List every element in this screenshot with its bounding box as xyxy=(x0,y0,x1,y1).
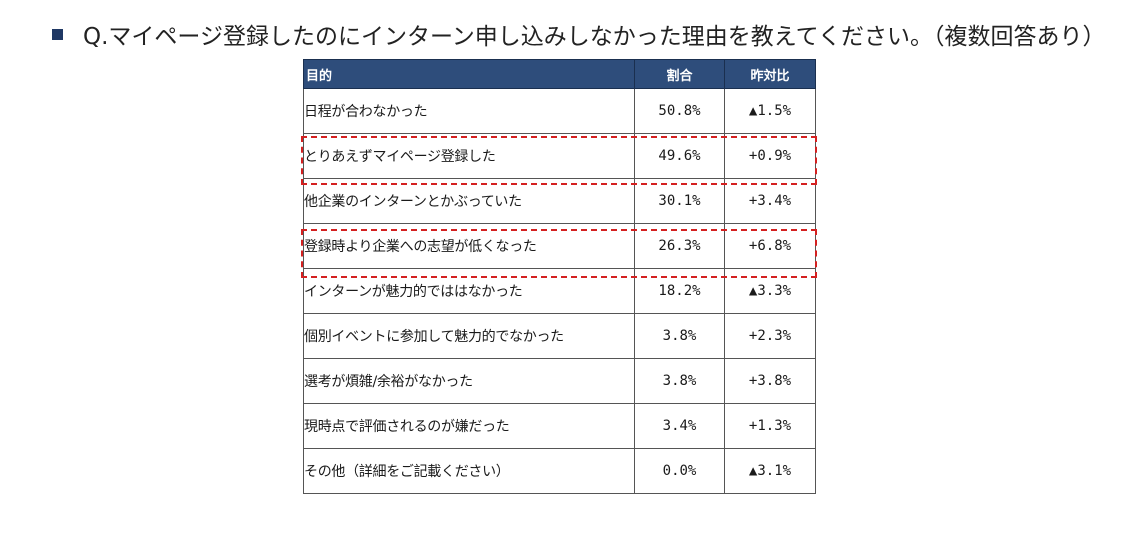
table-header-row: 目的 割合 昨対比 xyxy=(303,59,816,89)
row-ratio: 18.2% xyxy=(634,268,725,314)
question-text: Q.マイページ登録したのにインターン申し込みしなかった理由を教えてください。（複… xyxy=(83,24,1106,50)
row-label: 現時点で評価されるのが嫌だった xyxy=(303,403,635,449)
table-row: インターンが魅力的でははなかった 18.2% ▲3.3% xyxy=(303,268,816,314)
row-yoy: +3.4% xyxy=(724,178,816,224)
table-row: 個別イベントに参加して魅力的でなかった 3.8% +2.3% xyxy=(303,313,816,359)
table-row: 日程が合わなかった 50.8% ▲1.5% xyxy=(303,88,816,134)
row-label: インターンが魅力的でははなかった xyxy=(303,268,635,314)
row-ratio: 3.8% xyxy=(634,358,725,404)
row-label: 登録時より企業への志望が低くなった xyxy=(303,223,635,269)
row-label: 他企業のインターンとかぶっていた xyxy=(303,178,635,224)
row-label: とりあえずマイページ登録した xyxy=(303,133,635,179)
results-table: 目的 割合 昨対比 日程が合わなかった 50.8% ▲1.5% とりあえずマイペ… xyxy=(303,59,816,494)
square-bullet-icon xyxy=(52,28,63,40)
row-ratio: 3.4% xyxy=(634,403,725,449)
row-yoy: +6.8% xyxy=(724,223,816,269)
row-ratio: 50.8% xyxy=(634,88,725,134)
row-yoy: ▲3.1% xyxy=(724,448,816,494)
table-row: 現時点で評価されるのが嫌だった 3.4% +1.3% xyxy=(303,403,816,449)
row-ratio: 0.0% xyxy=(634,448,725,494)
row-ratio: 26.3% xyxy=(634,223,725,269)
row-yoy: ▲3.3% xyxy=(724,268,816,314)
table-row: 他企業のインターンとかぶっていた 30.1% +3.4% xyxy=(303,178,816,224)
column-header-ratio: 割合 xyxy=(634,59,725,89)
row-yoy: +2.3% xyxy=(724,313,816,359)
row-ratio: 30.1% xyxy=(634,178,725,224)
row-ratio: 49.6% xyxy=(634,133,725,179)
row-ratio: 3.8% xyxy=(634,313,725,359)
row-label: その他（詳細をご記載ください） xyxy=(303,448,635,494)
column-header-purpose: 目的 xyxy=(303,59,635,89)
row-yoy: +3.8% xyxy=(724,358,816,404)
row-label: 個別イベントに参加して魅力的でなかった xyxy=(303,313,635,359)
row-yoy: +1.3% xyxy=(724,403,816,449)
row-label: 選考が煩雑/余裕がなかった xyxy=(303,358,635,404)
question-heading: Q.マイページ登録したのにインターン申し込みしなかった理由を教えてください。（複… xyxy=(52,14,1105,54)
table-row: 登録時より企業への志望が低くなった 26.3% +6.8% xyxy=(303,223,816,269)
table-row: とりあえずマイページ登録した 49.6% +0.9% xyxy=(303,133,816,179)
row-label: 日程が合わなかった xyxy=(303,88,635,134)
table-row: 選考が煩雑/余裕がなかった 3.8% +3.8% xyxy=(303,358,816,404)
column-header-yoy: 昨対比 xyxy=(724,59,816,89)
table-row: その他（詳細をご記載ください） 0.0% ▲3.1% xyxy=(303,448,816,494)
row-yoy: ▲1.5% xyxy=(724,88,816,134)
row-yoy: +0.9% xyxy=(724,133,816,179)
